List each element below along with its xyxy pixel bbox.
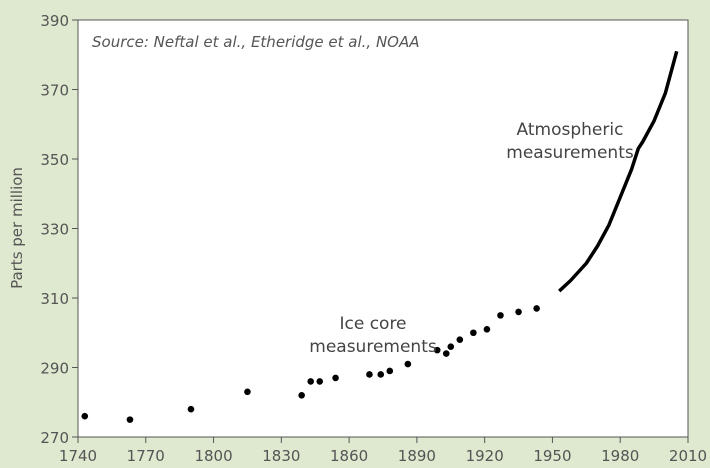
- data-point: [433, 346, 441, 354]
- x-tick-label: 2010: [669, 447, 707, 465]
- data-point: [404, 360, 412, 368]
- annotation: measurements: [309, 337, 437, 357]
- data-point: [515, 308, 522, 316]
- data-point: [81, 412, 89, 420]
- data-point: [298, 392, 305, 399]
- data-point: [316, 378, 324, 385]
- y-tick-label: 390: [40, 12, 69, 30]
- data-point: [307, 378, 315, 385]
- x-tick-label: 1740: [59, 447, 97, 465]
- data-point: [533, 305, 540, 312]
- y-tick-label: 290: [40, 360, 69, 378]
- data-point: [366, 371, 373, 378]
- x-tick-label: 1920: [466, 447, 504, 465]
- x-tick-label: 1770: [127, 447, 165, 465]
- y-tick-label: 370: [40, 82, 69, 100]
- x-tick-label: 1830: [262, 447, 300, 465]
- x-tick-label: 1860: [330, 447, 368, 465]
- data-point: [126, 416, 134, 423]
- y-axis-label: Parts per million: [8, 167, 26, 289]
- data-line: [558, 50, 679, 293]
- data-point: [497, 312, 504, 319]
- y-tick-label: 270: [40, 429, 69, 447]
- x-tick-label: 1890: [398, 447, 436, 465]
- subtitle: Source: Neftal et al., Etheridge et al.,…: [92, 33, 420, 51]
- x-tick-label: 1800: [194, 447, 232, 465]
- annotation: measurements: [506, 143, 634, 163]
- data-point: [470, 329, 477, 337]
- data-point: [442, 350, 450, 357]
- annotation: Atmospheric: [517, 120, 624, 140]
- y-tick-label: 310: [40, 290, 69, 308]
- y-tick-label: 330: [40, 221, 69, 239]
- x-tick-label: 1950: [533, 447, 571, 465]
- plot-area: [77, 19, 689, 438]
- data-point: [456, 336, 464, 344]
- data-point: [447, 343, 455, 350]
- data-point: [386, 367, 394, 375]
- data-point: [377, 371, 385, 378]
- annotation: Ice core: [339, 314, 406, 334]
- data-point: [332, 374, 339, 382]
- data-point: [244, 388, 251, 396]
- y-tick-label: 350: [40, 151, 69, 169]
- data-point: [187, 405, 195, 413]
- data-point: [483, 325, 491, 333]
- x-tick-label: 1980: [601, 447, 639, 465]
